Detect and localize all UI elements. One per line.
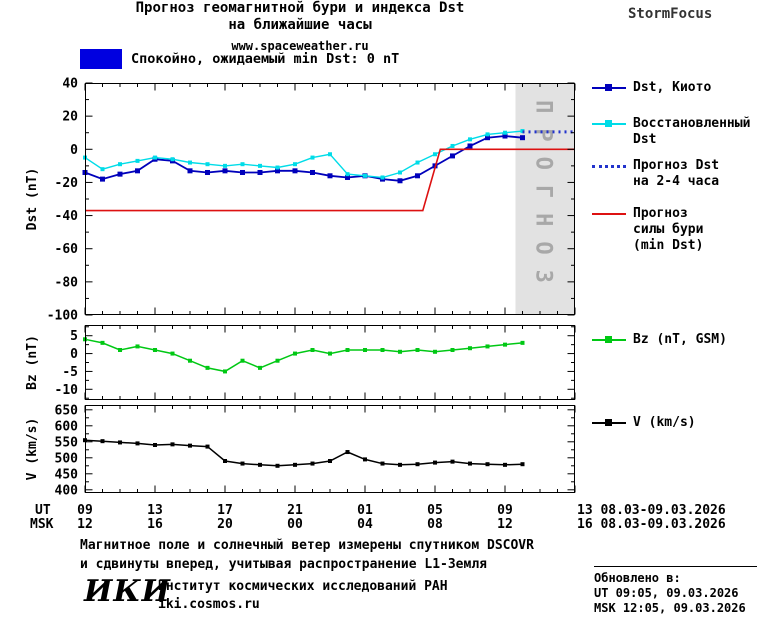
bz-ytick: -10 [55,383,79,398]
dst-ytick: 20 [62,110,78,125]
msk-row-label: MSK [30,517,54,532]
dst-ytick: -60 [55,242,79,257]
legend-dst-kyoto: Dst, Киото [592,80,711,96]
bz-frame [85,325,575,400]
v-ytick: 400 [55,483,79,498]
site-link[interactable]: www.spaceweather.ru [231,39,369,53]
legend-swatch-bz [592,334,626,346]
msk-date-range: 16 08.03-09.03.2026 [577,517,726,532]
dst-ytick: -40 [55,209,79,224]
bz-ylabel: Bz (nT) [25,335,40,390]
ut-date-range: 13 08.03-09.03.2026 [577,503,726,518]
bz-ytick: -5 [62,365,78,380]
msk-tick: 16 [147,517,163,532]
ut-tick: 01 [357,503,373,518]
msk-tick: 00 [287,517,303,532]
dst-ytick: -80 [55,275,79,290]
dst-ytick: -20 [55,176,79,191]
legend-label: Восстановленный Dst [633,116,751,147]
legend-dst-recovered: Восстановленный Dst [592,116,750,148]
page-title-line1: Прогноз геомагнитной бури и индекса Dst [135,0,465,16]
series-dst-kyoto [84,135,523,182]
legend-storm-forecast: Прогноз силы бури (min Dst) [592,206,703,254]
legend-swatch-dst-recovered [592,118,626,130]
legend-label: V (km/s) [633,415,696,430]
ut-tick: 17 [217,503,233,518]
footer-note-line2: и сдвинуты вперед, учитывая распростране… [80,557,487,572]
ut-tick: 09 [497,503,513,518]
status-banner: Спокойно, ожидаемый min Dst: 0 nT [80,49,399,69]
update-info-title: Обновлено в: [594,571,681,585]
institute-name: Институт космических исследований РАН [158,579,448,594]
update-info-ut: UT 09:05, 09.03.2026 [594,586,739,600]
footer-note: Магнитное поле и солнечный ветер измерен… [80,536,534,574]
series-bz [84,338,523,373]
msk-tick: 12 [497,517,513,532]
ut-tick: 13 [147,503,163,518]
forecast-band [515,84,574,314]
legend-swatch-storm-forecast [592,208,626,220]
footer-note-line1: Магнитное поле и солнечный ветер измерен… [80,538,534,553]
forecast-band-label: ПРОГНОЗ [530,100,555,298]
msk-tick: 04 [357,517,373,532]
ut-tick: 05 [427,503,443,518]
legend-dst-forecast: Прогноз Dst на 2-4 часа [592,158,719,190]
bz-ytick: 5 [70,329,78,344]
brand-label: StormFocus [628,6,713,22]
msk-tick: 12 [77,517,93,532]
v-ytick: 450 [55,467,79,482]
status-color-swatch [80,49,122,69]
dst-ylabel: Dst (nT) [25,168,40,231]
legend-label: Dst, Киото [633,80,712,95]
page-title-line2: на ближайшие часы [228,17,372,33]
series-dst-recovered [84,130,523,179]
update-info: Обновлено в: UT 09:05, 09.03.2026 MSK 12… [594,566,757,616]
legend-v: V (km/s) [592,415,696,431]
institute-block: Институт космических исследований РАН ik… [158,578,448,614]
ut-tick: 21 [287,503,303,518]
ut-tick: 09 [77,503,93,518]
legend-swatch-v [592,417,626,429]
msk-tick: 08 [427,517,443,532]
v-frame [85,405,575,493]
status-banner-text: Спокойно, ожидаемый min Dst: 0 nT [131,51,400,67]
v-ylabel: V (km/s) [25,418,40,481]
bz-panel: 5 0 -5 -10 Bz (nT) [25,325,576,400]
ut-row-label: UT [35,503,51,518]
page-title: Прогноз геомагнитной бури и индекса Dst … [0,0,600,34]
series-storm-forecast [85,148,575,212]
v-ytick: 550 [55,435,79,450]
institute-site[interactable]: iki.cosmos.ru [158,597,260,612]
series-v [84,439,523,467]
legend-label: Bz (nT, GSM) [633,332,727,347]
bz-ytick: 0 [70,347,78,362]
dst-panel: ПРОГНОЗ 40 20 0 -20 -40 -60 -80 -100 Dst (nT) [25,77,576,324]
legend-bz: Bz (nT, GSM) [592,332,727,348]
legend-swatch-dst-kyoto [592,82,626,94]
dst-ytick: -100 [47,309,78,324]
dst-frame [85,83,575,315]
legend-label: Прогноз Dst на 2-4 часа [633,158,720,189]
update-info-msk: MSK 12:05, 09.03.2026 [594,601,746,615]
msk-tick: 20 [217,517,233,532]
dst-ytick: 40 [62,77,78,92]
iki-logo: ИКИ [84,574,171,609]
v-ytick: 500 [55,451,79,466]
v-ytick: 600 [55,419,79,434]
v-ytick: 650 [55,403,79,418]
legend-label: Прогноз силы бури (min Dst) [633,206,704,253]
dst-ytick: 0 [70,143,78,158]
legend-swatch-dst-forecast [592,160,626,172]
